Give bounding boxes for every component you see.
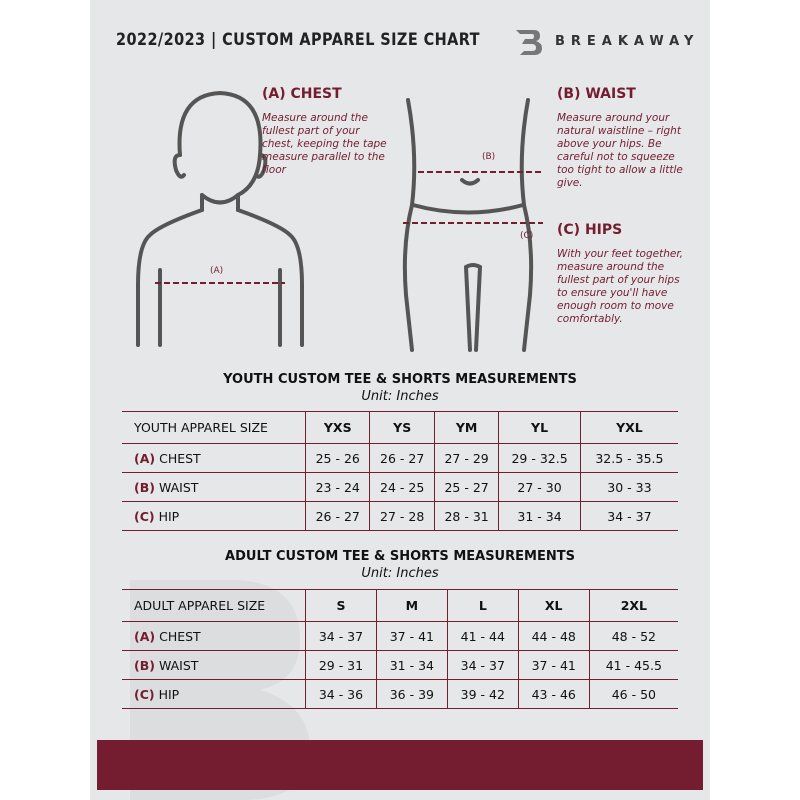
row-label: (A) CHEST [122, 443, 306, 473]
row-label: (A) CHEST [122, 621, 306, 651]
cell: 30 - 33 [579, 472, 678, 502]
cell: 34 - 37 [446, 650, 519, 680]
cell: 32.5 - 35.5 [579, 443, 678, 473]
youth-section-title: YOUTH CUSTOM TEE & SHORTS MEASUREMENTS [223, 372, 577, 387]
cell: 25 - 27 [433, 472, 499, 502]
hips-heading: (C) HIPS [557, 222, 623, 238]
adult-size-table: ADULT APPAREL SIZE S M L XL 2XL (A) CHES… [122, 589, 678, 709]
hips-description: With your feet together, measure around … [557, 248, 684, 325]
cell: 44 - 48 [517, 621, 590, 651]
breakaway-logo-icon [516, 30, 542, 55]
waist-marker: (B) [482, 152, 496, 162]
cell: 41 - 45.5 [588, 650, 678, 680]
table-row: (A) CHEST 25 - 26 26 - 27 27 - 29 29 - 3… [122, 443, 678, 473]
cell: 48 - 52 [588, 621, 678, 651]
cell: 23 - 24 [304, 472, 370, 502]
table-row: (C) HIP 26 - 27 27 - 28 28 - 31 31 - 34 … [122, 501, 678, 531]
adult-unit: Unit: Inches [361, 566, 439, 581]
chest-description: Measure around the fullest part of your … [262, 112, 387, 176]
cell: 28 - 31 [433, 501, 499, 531]
chest-heading: (A) CHEST [262, 86, 342, 102]
torso-figure [402, 98, 543, 352]
cell: 31 - 34 [375, 650, 448, 680]
cell: 27 - 29 [433, 443, 499, 473]
cell: 34 - 37 [579, 501, 678, 531]
cell: 25 - 26 [304, 443, 370, 473]
size-header: YXL [579, 411, 678, 444]
size-header: YM [433, 411, 499, 444]
table-row: (A) CHEST 34 - 37 37 - 41 41 - 44 44 - 4… [122, 621, 678, 651]
cell: 31 - 34 [498, 501, 581, 531]
chest-marker: (A) [210, 266, 224, 276]
waist-heading: (B) WAIST [557, 86, 636, 102]
brand-name: BREAKAWAY [555, 34, 700, 49]
row-label: (B) WAIST [122, 472, 306, 502]
table-row: (C) HIP 34 - 36 36 - 39 39 - 42 43 - 46 … [122, 679, 678, 709]
size-header: YXS [304, 411, 370, 444]
size-header: S [305, 589, 377, 622]
row-label: (B) WAIST [122, 650, 306, 680]
cell: 39 - 42 [446, 679, 519, 709]
adult-section-title: ADULT CUSTOM TEE & SHORTS MEASUREMENTS [225, 549, 575, 564]
size-header: XL [517, 589, 590, 622]
cell: 37 - 41 [517, 650, 590, 680]
hips-marker: (C) [520, 231, 534, 241]
table-row: (B) WAIST 29 - 31 31 - 34 34 - 37 37 - 4… [122, 650, 678, 680]
cell: 29 - 31 [305, 650, 377, 680]
footer-band [97, 740, 703, 790]
size-header: M [375, 589, 448, 622]
cell: 26 - 27 [304, 501, 370, 531]
size-header: YS [369, 411, 435, 444]
table-header-row: ADULT APPAREL SIZE S M L XL 2XL [122, 589, 678, 622]
cell: 34 - 37 [305, 621, 377, 651]
size-header: YL [498, 411, 581, 444]
row-label: (C) HIP [122, 501, 306, 531]
row-label: (C) HIP [122, 679, 306, 709]
youth-size-table: YOUTH APPAREL SIZE YXS YS YM YL YXL (A) … [122, 411, 678, 531]
cell: 24 - 25 [369, 472, 435, 502]
table-header-row: YOUTH APPAREL SIZE YXS YS YM YL YXL [122, 411, 678, 444]
cell: 27 - 28 [369, 501, 435, 531]
header-label: YOUTH APPAREL SIZE [122, 411, 306, 444]
cell: 27 - 30 [498, 472, 581, 502]
cell: 37 - 41 [375, 621, 448, 651]
header-label: ADULT APPAREL SIZE [122, 589, 306, 622]
cell: 46 - 50 [588, 679, 678, 709]
size-header: 2XL [588, 589, 678, 622]
size-header: L [446, 589, 519, 622]
cell: 36 - 39 [375, 679, 448, 709]
cell: 29 - 32.5 [498, 443, 581, 473]
cell: 26 - 27 [369, 443, 435, 473]
cell: 41 - 44 [446, 621, 519, 651]
youth-unit: Unit: Inches [361, 389, 439, 404]
cell: 43 - 46 [517, 679, 590, 709]
upper-body-figure [136, 90, 304, 347]
waist-description: Measure around your natural waistline – … [557, 112, 683, 189]
table-row: (B) WAIST 23 - 24 24 - 25 25 - 27 27 - 3… [122, 472, 678, 502]
page-title: 2022/2023 | CUSTOM APPAREL SIZE CHART [116, 30, 480, 50]
cell: 34 - 36 [305, 679, 377, 709]
